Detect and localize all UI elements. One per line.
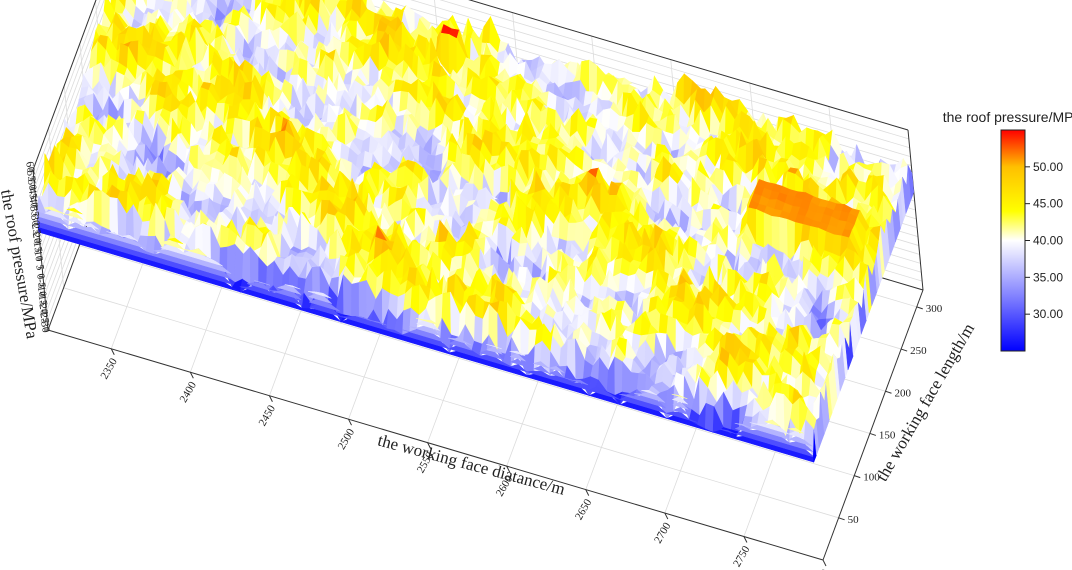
colorbar-tick-label: 50.00 — [1033, 160, 1063, 174]
y-tick-label: 200 — [895, 387, 912, 399]
surface-cell — [101, 190, 111, 231]
colorbar-swatch — [1000, 129, 1026, 352]
grid-line — [79, 245, 855, 477]
surface-cell — [479, 75, 489, 102]
y-tick-label: 50 — [848, 514, 860, 526]
surface-cell — [351, 282, 360, 320]
grid-line — [33, 0, 101, 180]
surface-cell — [358, 280, 368, 321]
surface-cell — [395, 165, 406, 190]
x-tick-label: 2700 — [652, 520, 674, 545]
surface-cell — [704, 402, 715, 433]
x-tick-mark — [822, 559, 827, 567]
box-edge — [468, 0, 909, 131]
y-tick-mark — [900, 348, 908, 352]
surface-cell — [755, 209, 765, 249]
surface-cell — [473, 315, 484, 345]
surface-cell — [499, 164, 509, 194]
y-tick-mark — [838, 517, 845, 521]
box-edge — [32, 0, 97, 171]
y-tick-label: 250 — [910, 345, 927, 357]
colorbar-tick-label: 40.00 — [1033, 234, 1063, 248]
colorbar-tick-label: 45.00 — [1033, 197, 1063, 211]
surface-cell — [745, 139, 754, 175]
colorbar-tick-label: 30.00 — [1033, 307, 1063, 321]
y-tick-mark — [885, 390, 892, 394]
x-tick-label: 2400 — [178, 379, 200, 404]
y-tick-mark — [916, 306, 923, 310]
x-tick-label: 2450 — [257, 403, 279, 428]
x-tick-label: 2750 — [731, 544, 753, 569]
y-tick-mark — [869, 432, 877, 436]
colorbar-tick-label: 35.00 — [1033, 270, 1063, 284]
x-tick-label: 2350 — [98, 356, 120, 381]
surface-cell — [93, 190, 103, 228]
pressure-surface — [36, 0, 915, 463]
y-tick-mark — [854, 475, 861, 479]
x-tick-label: 2650 — [573, 497, 595, 522]
y-tick-label: 300 — [926, 303, 943, 315]
grid-line — [35, 0, 109, 197]
grid-line — [410, 0, 910, 149]
colorbar-ticks: 30.00 35.00 40.00 45.00 50.00 — [1025, 160, 1063, 321]
grid-line — [34, 0, 105, 188]
box-edge — [907, 129, 924, 291]
x-tick-label: 2500 — [336, 426, 358, 451]
colorbar: the roof pressure/MPa 30.00 35.00 40.00 45.… — [943, 109, 1072, 352]
surface-cell — [448, 33, 458, 75]
grid-line — [63, 287, 839, 519]
x-axis-title: the working face diatance/m — [376, 431, 567, 499]
surface-cell — [614, 356, 624, 396]
z-tick-label: 5 — [33, 264, 46, 272]
colorbar-title: the roof pressure/MPa — [943, 109, 1072, 125]
surface-cell — [481, 15, 491, 44]
grid-line — [439, 0, 909, 140]
